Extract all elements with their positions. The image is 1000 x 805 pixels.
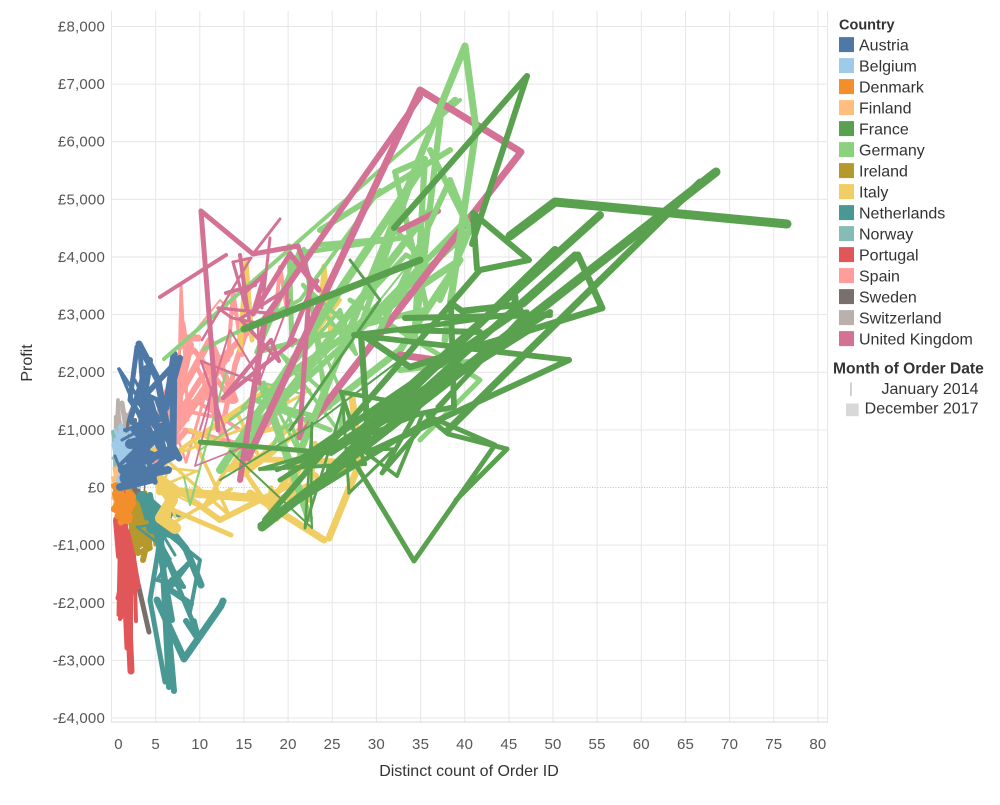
svg-text:Distinct count of Order ID: Distinct count of Order ID	[379, 763, 559, 780]
svg-text:Norway: Norway	[859, 227, 913, 244]
svg-text:£1,000: £1,000	[58, 422, 105, 439]
svg-text:£8,000: £8,000	[58, 19, 105, 36]
svg-text:Sweden: Sweden	[859, 290, 917, 307]
svg-text:20: 20	[280, 736, 297, 753]
svg-text:Month of Order Date: Month of Order Date	[833, 361, 984, 378]
svg-text:15: 15	[235, 736, 252, 753]
svg-text:£5,000: £5,000	[58, 191, 105, 208]
svg-text:United Kingdom: United Kingdom	[859, 332, 973, 349]
svg-text:60: 60	[633, 736, 650, 753]
svg-text:Austria: Austria	[859, 38, 909, 55]
svg-text:10: 10	[191, 736, 208, 753]
svg-text:December 2017: December 2017	[865, 401, 979, 418]
svg-text:Switzerland: Switzerland	[859, 311, 942, 328]
svg-text:Profit: Profit	[19, 344, 36, 382]
svg-text:£4,000: £4,000	[58, 249, 105, 266]
svg-text:-£4,000: -£4,000	[53, 710, 105, 727]
svg-text:45: 45	[500, 736, 517, 753]
svg-text:Italy: Italy	[859, 185, 888, 202]
svg-text:65: 65	[677, 736, 694, 753]
svg-text:-£1,000: -£1,000	[53, 537, 105, 554]
svg-text:France: France	[859, 122, 909, 139]
svg-text:80: 80	[809, 736, 826, 753]
svg-text:Ireland: Ireland	[859, 164, 908, 181]
svg-text:January 2014: January 2014	[882, 381, 979, 398]
svg-text:Germany: Germany	[859, 143, 925, 160]
svg-text:30: 30	[368, 736, 385, 753]
svg-text:£6,000: £6,000	[58, 134, 105, 151]
svg-text:Denmark: Denmark	[859, 80, 925, 97]
svg-text:75: 75	[765, 736, 782, 753]
svg-text:25: 25	[324, 736, 341, 753]
svg-text:Finland: Finland	[859, 101, 911, 118]
svg-text:Belgium: Belgium	[859, 59, 917, 76]
svg-text:5: 5	[151, 736, 160, 753]
svg-text:£0: £0	[88, 480, 105, 497]
svg-text:-£2,000: -£2,000	[53, 595, 105, 612]
svg-text:0: 0	[114, 736, 123, 753]
svg-text:Portugal: Portugal	[859, 248, 919, 265]
svg-text:70: 70	[721, 736, 738, 753]
svg-text:£7,000: £7,000	[58, 76, 105, 93]
svg-text:40: 40	[456, 736, 473, 753]
svg-text:50: 50	[544, 736, 561, 753]
svg-text:Country: Country	[839, 18, 895, 34]
svg-text:Netherlands: Netherlands	[859, 206, 945, 223]
svg-text:£3,000: £3,000	[58, 307, 105, 324]
svg-text:-£3,000: -£3,000	[53, 652, 105, 669]
svg-text:£2,000: £2,000	[58, 364, 105, 381]
svg-text:Spain: Spain	[859, 269, 900, 286]
svg-text:35: 35	[412, 736, 429, 753]
svg-text:55: 55	[589, 736, 606, 753]
